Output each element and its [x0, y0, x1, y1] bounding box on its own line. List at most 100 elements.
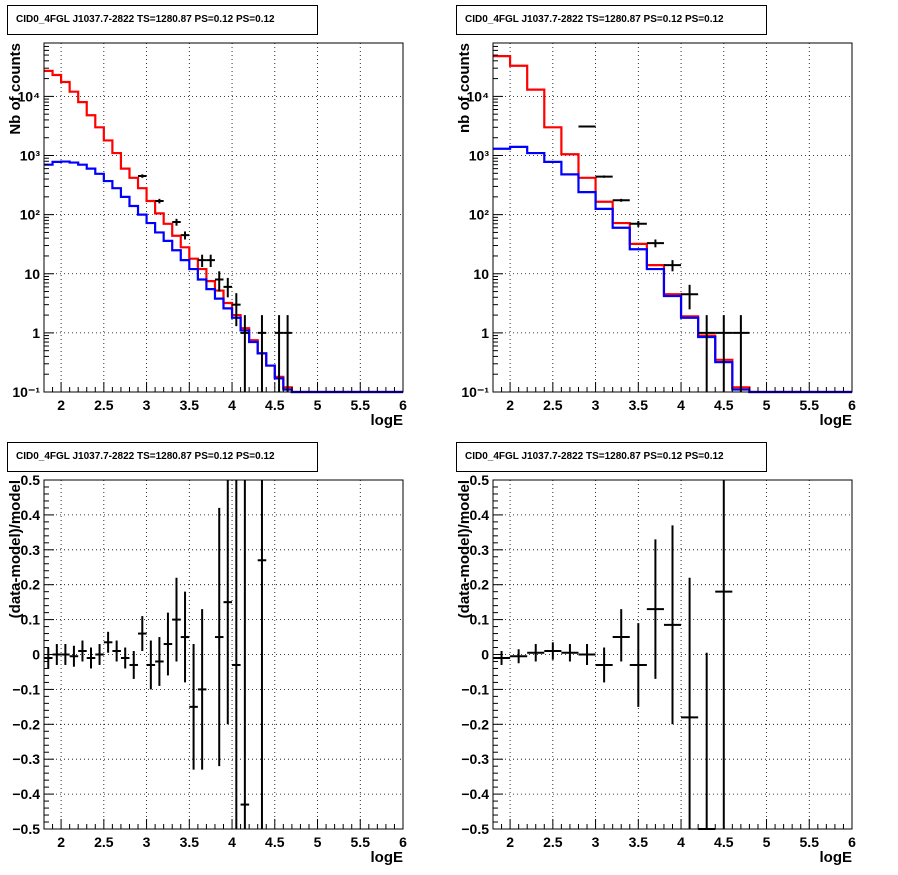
- y-tick-label: 0.5: [21, 472, 41, 488]
- data-point: [663, 260, 682, 272]
- data-points: [44, 480, 267, 829]
- y-tick-label: −0.2: [461, 716, 489, 732]
- y-axis-label: nb of counts: [456, 43, 473, 133]
- data-point: [172, 218, 181, 226]
- y-tick-label: −0.3: [12, 751, 40, 767]
- x-tick-label: 4: [677, 834, 685, 850]
- counts-plot-coarse-bins: 2 2.5 3 3.5 4 4.5 5 5.5 6 10⁻¹ 1 10 10² 10³ 10⁴ logE nb …: [449, 0, 898, 437]
- x-tick-label: 2: [506, 834, 514, 850]
- data-point: [510, 649, 528, 664]
- data-point: [629, 221, 647, 227]
- data-point: [646, 239, 664, 248]
- x-tick-label: 6: [848, 834, 856, 850]
- x-tick-label: 2: [57, 834, 65, 850]
- data-point: [629, 623, 647, 707]
- data-point: [240, 315, 250, 392]
- histogram-series: [493, 55, 852, 394]
- data-point: [197, 254, 207, 268]
- chart-svg: 2 2.5 3 3.5 4 4.5 5 5.5 6 10⁻¹ 1 10 10² 10³ 10⁴ logE nb …: [456, 42, 856, 429]
- y-tick-label: 10⁴: [18, 88, 41, 104]
- y-tick-label: −0.5: [461, 821, 489, 837]
- data-point: [78, 640, 87, 662]
- x-tick-label: 3.5: [180, 397, 200, 413]
- y-tick-label: 1: [32, 325, 40, 341]
- data-point: [612, 198, 630, 202]
- tick-labels: 2 2.5 3 3.5 4 4.5 5 5.5 6 10⁻¹ 1 10 10² 10³ 10⁴: [12, 88, 407, 413]
- data-point: [138, 174, 147, 178]
- y-tick-label: 0.2: [470, 577, 490, 593]
- plot-title: CID0_4FGL J1037.7-2822 TS=1280.87 PS=0.1…: [456, 442, 767, 472]
- data-point: [172, 577, 181, 662]
- data-point: [61, 644, 70, 665]
- x-tick-label: 4.5: [265, 397, 285, 413]
- x-tick-label: 2.5: [543, 397, 563, 413]
- data-point: [214, 271, 224, 292]
- data-point: [715, 315, 733, 392]
- x-axis-label: logE: [820, 412, 853, 429]
- y-tick-label: 10⁻¹: [12, 384, 40, 400]
- x-tick-label: 2.5: [94, 834, 114, 850]
- data-points: [578, 125, 750, 392]
- plot-title: CID0_4FGL J1037.7-2822 TS=1280.87 PS=0.1…: [456, 5, 767, 35]
- tick-labels: 2 2.5 3 3.5 4 4.5 5 5.5 6 10⁻¹ 1 10 10² 10³ 10⁴: [461, 88, 856, 413]
- x-tick-label: 4: [228, 834, 236, 850]
- x-axis-label: logE: [371, 412, 404, 429]
- x-tick-label: 5: [763, 397, 771, 413]
- data-point: [103, 631, 113, 653]
- data-point: [197, 609, 207, 770]
- y-tick-label: 0.1: [21, 612, 41, 628]
- y-tick-label: −0.1: [461, 681, 489, 697]
- x-tick-label: 5: [314, 834, 322, 850]
- x-tick-label: 2: [506, 397, 514, 413]
- axis-ticks: [492, 479, 853, 830]
- x-tick-label: 4.5: [265, 834, 285, 850]
- y-tick-label: 10: [473, 266, 489, 282]
- y-tick-label: 0.5: [470, 472, 490, 488]
- x-tick-label: 5: [763, 834, 771, 850]
- histogram-series: [44, 69, 403, 394]
- data-point: [595, 647, 613, 683]
- y-tick-label: 10³: [469, 148, 490, 164]
- y-tick-label: 10⁻¹: [461, 384, 489, 400]
- x-tick-label: 2.5: [94, 397, 114, 413]
- data-point: [578, 644, 596, 665]
- data-point: [578, 125, 596, 128]
- x-tick-label: 2: [57, 397, 65, 413]
- data-point: [283, 315, 292, 392]
- data-point: [561, 644, 579, 662]
- data-point: [274, 315, 284, 392]
- data-points: [138, 174, 292, 392]
- histogram-series: [44, 160, 403, 394]
- data-point: [681, 284, 699, 310]
- x-tick-label: 4: [677, 397, 685, 413]
- plot-frame: [492, 42, 853, 393]
- y-tick-label: −0.2: [12, 716, 40, 732]
- x-tick-label: 3: [143, 397, 151, 413]
- data-point: [214, 507, 224, 767]
- y-tick-label: 0: [32, 647, 40, 663]
- data-point: [95, 644, 104, 665]
- data-point: [698, 652, 716, 830]
- y-tick-label: 0.3: [470, 542, 490, 558]
- y-tick-label: −0.1: [12, 681, 40, 697]
- x-tick-label: 5.5: [800, 834, 820, 850]
- chart-svg: 2 2.5 3 3.5 4 4.5 5 5.5 6 −0.5 −0.4 −0.3 −0.2 −0.1 0 0.…: [7, 472, 407, 866]
- counts-plot-fine-bins: 2 2.5 3 3.5 4 4.5 5 5.5 6 10⁻¹ 1 10 10² 10³ 10⁴ logE Nb …: [0, 0, 449, 437]
- y-tick-label: 0: [481, 647, 489, 663]
- data-points: [493, 480, 733, 830]
- y-tick-label: 0.4: [21, 507, 41, 523]
- x-tick-label: 3: [592, 834, 600, 850]
- data-point: [732, 315, 750, 392]
- y-tick-label: 10³: [20, 148, 41, 164]
- chart-svg: 2 2.5 3 3.5 4 4.5 5 5.5 6 −0.5 −0.4 −0.3 −0.2 −0.1 0 0.…: [456, 472, 856, 866]
- data-point: [129, 651, 139, 679]
- data-point: [180, 231, 190, 240]
- y-tick-label: 10²: [469, 207, 490, 223]
- data-point: [646, 539, 664, 679]
- data-point: [180, 591, 190, 683]
- x-tick-label: 2.5: [543, 834, 563, 850]
- grid: [493, 43, 852, 392]
- y-tick-label: 1: [481, 325, 489, 341]
- data-point: [69, 645, 79, 667]
- data-point: [155, 637, 164, 686]
